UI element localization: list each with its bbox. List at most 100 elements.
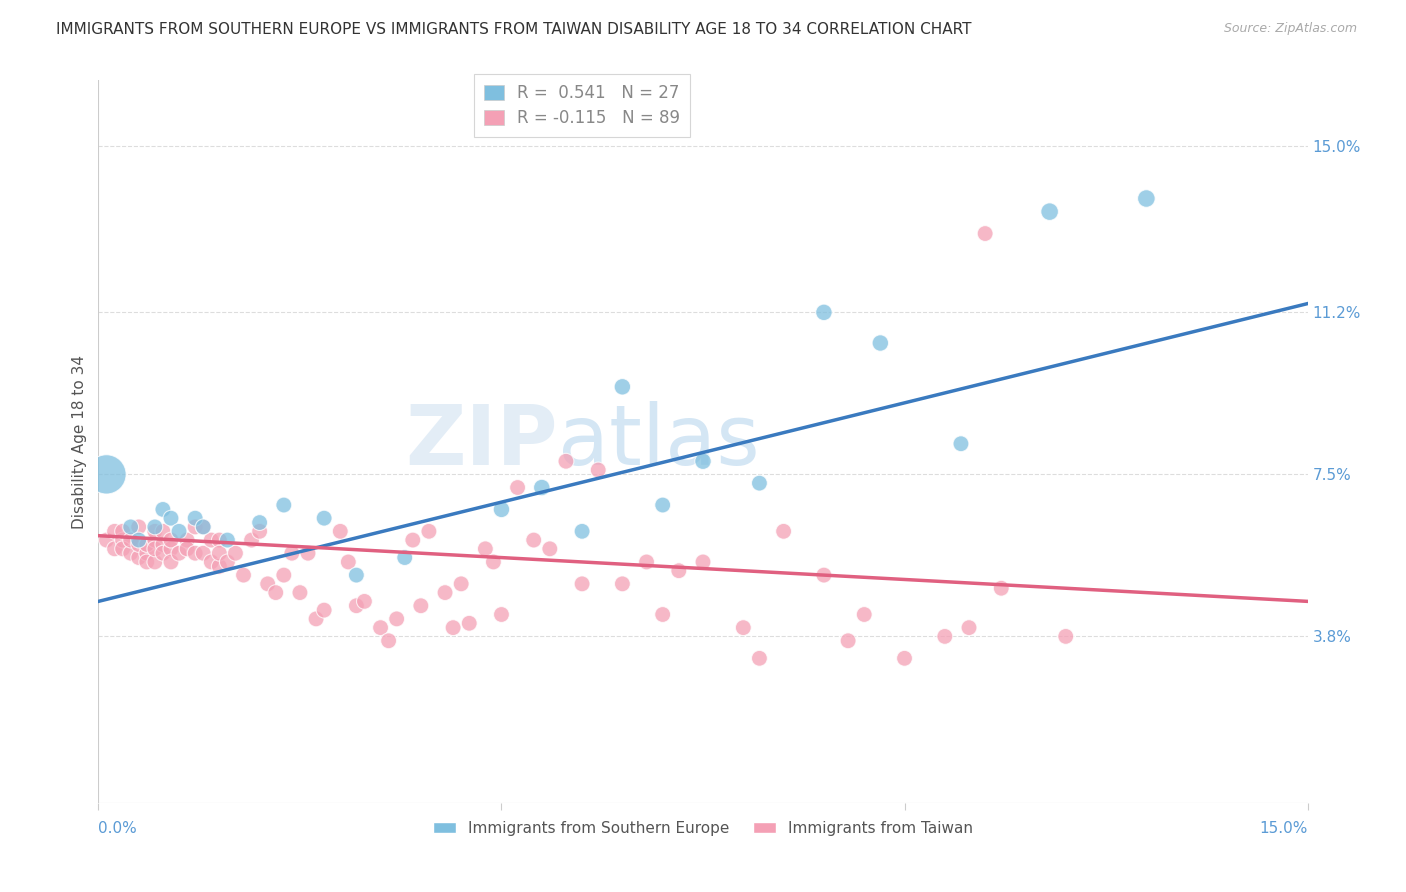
Point xyxy=(314,511,336,525)
Point xyxy=(1135,192,1157,206)
Point xyxy=(184,511,207,525)
Point xyxy=(152,502,174,516)
Point xyxy=(152,537,174,551)
Point xyxy=(111,541,134,556)
Point xyxy=(240,533,263,547)
Point xyxy=(297,546,319,560)
Y-axis label: Disability Age 18 to 34: Disability Age 18 to 34 xyxy=(72,354,87,529)
Point xyxy=(344,599,367,613)
Point xyxy=(160,511,183,525)
Point xyxy=(128,533,150,547)
Point xyxy=(434,585,457,599)
Point xyxy=(1054,629,1077,643)
Point xyxy=(957,621,980,635)
Point xyxy=(184,546,207,560)
Point xyxy=(111,533,134,547)
Point xyxy=(949,436,972,450)
Point xyxy=(337,555,360,569)
Point xyxy=(974,227,997,241)
Point xyxy=(160,533,183,547)
Point xyxy=(748,476,770,491)
Point xyxy=(530,481,553,495)
Text: IMMIGRANTS FROM SOUTHERN EUROPE VS IMMIGRANTS FROM TAIWAN DISABILITY AGE 18 TO 3: IMMIGRANTS FROM SOUTHERN EUROPE VS IMMIG… xyxy=(56,22,972,37)
Point xyxy=(441,621,464,635)
Point xyxy=(370,621,392,635)
Point xyxy=(128,520,150,534)
Point xyxy=(329,524,352,539)
Point xyxy=(128,550,150,565)
Point xyxy=(232,568,254,582)
Point xyxy=(120,546,142,560)
Point xyxy=(143,520,166,534)
Point xyxy=(208,533,231,547)
Point xyxy=(474,541,496,556)
Point xyxy=(256,577,278,591)
Point xyxy=(314,603,336,617)
Point xyxy=(160,541,183,556)
Point xyxy=(491,607,513,622)
Point xyxy=(651,607,673,622)
Point xyxy=(193,520,215,534)
Text: ZIP: ZIP xyxy=(405,401,558,482)
Point xyxy=(184,520,207,534)
Point xyxy=(458,616,481,631)
Point xyxy=(200,555,222,569)
Point xyxy=(636,555,658,569)
Point xyxy=(402,533,425,547)
Point xyxy=(217,555,239,569)
Point xyxy=(305,612,328,626)
Point xyxy=(273,568,295,582)
Point xyxy=(135,555,157,569)
Point xyxy=(208,546,231,560)
Point xyxy=(281,546,304,560)
Point xyxy=(418,524,440,539)
Point xyxy=(160,555,183,569)
Point xyxy=(409,599,432,613)
Point xyxy=(571,524,593,539)
Point xyxy=(491,502,513,516)
Point xyxy=(217,533,239,547)
Text: atlas: atlas xyxy=(558,401,759,482)
Point xyxy=(893,651,915,665)
Point xyxy=(523,533,546,547)
Point xyxy=(571,577,593,591)
Point xyxy=(111,524,134,539)
Point xyxy=(193,546,215,560)
Point xyxy=(135,546,157,560)
Point xyxy=(450,577,472,591)
Point xyxy=(128,537,150,551)
Point xyxy=(853,607,876,622)
Point xyxy=(612,380,634,394)
Legend: Immigrants from Southern Europe, Immigrants from Taiwan: Immigrants from Southern Europe, Immigra… xyxy=(427,815,979,842)
Point xyxy=(224,546,246,560)
Text: 0.0%: 0.0% xyxy=(98,821,138,836)
Point xyxy=(813,305,835,319)
Point xyxy=(176,533,198,547)
Point xyxy=(586,463,609,477)
Point xyxy=(377,633,399,648)
Point xyxy=(934,629,956,643)
Point xyxy=(288,585,311,599)
Point xyxy=(143,524,166,539)
Point xyxy=(273,498,295,512)
Point xyxy=(120,520,142,534)
Point xyxy=(152,524,174,539)
Point xyxy=(506,481,529,495)
Point xyxy=(748,651,770,665)
Point xyxy=(813,568,835,582)
Point xyxy=(385,612,408,626)
Point xyxy=(264,585,287,599)
Point xyxy=(668,564,690,578)
Point xyxy=(208,559,231,574)
Point xyxy=(249,516,271,530)
Point xyxy=(96,467,118,482)
Point xyxy=(249,524,271,539)
Point xyxy=(103,541,125,556)
Point xyxy=(538,541,561,556)
Point xyxy=(120,533,142,547)
Point xyxy=(135,537,157,551)
Point xyxy=(651,498,673,512)
Point xyxy=(772,524,794,539)
Point xyxy=(152,546,174,560)
Point xyxy=(200,533,222,547)
